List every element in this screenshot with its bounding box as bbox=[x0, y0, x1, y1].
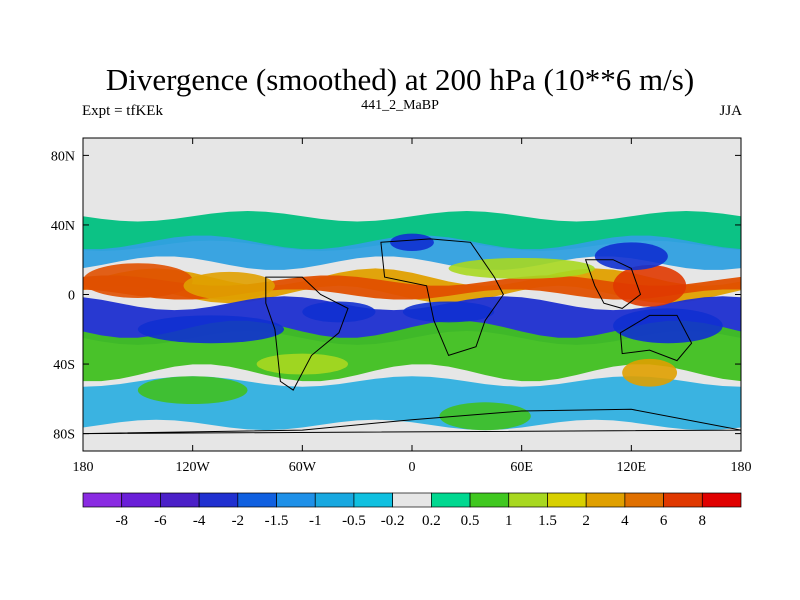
colorbar-label: -0.5 bbox=[342, 513, 366, 529]
colorbar-label: -4 bbox=[193, 513, 206, 529]
x-tick-label: 0 bbox=[409, 460, 416, 475]
colorbar-label: 2 bbox=[582, 513, 590, 529]
contour-patch bbox=[137, 315, 285, 344]
contour-patch bbox=[83, 263, 193, 298]
x-tick-label: 180 bbox=[731, 460, 752, 475]
colorbar-label: 1 bbox=[505, 513, 513, 529]
x-tick-label: 120W bbox=[176, 460, 211, 475]
colorbar-swatch bbox=[392, 492, 432, 508]
x-tick-label: 60W bbox=[289, 460, 317, 475]
coastline bbox=[619, 314, 693, 362]
colorbar-swatch bbox=[237, 492, 277, 508]
contour-patch bbox=[622, 358, 678, 387]
y-tick-label: 40N bbox=[51, 219, 75, 234]
colorbar-label: 0.2 bbox=[422, 513, 441, 529]
band-equatorial-blue bbox=[83, 296, 741, 345]
colorbar-swatch bbox=[508, 492, 548, 508]
band-south-cyan bbox=[83, 376, 741, 431]
x-tick-label: 120E bbox=[617, 460, 647, 475]
contour-patch bbox=[402, 301, 495, 323]
colorbar: -8 -6 -4 -2 -1.5 -1 -0.5 -0.2 0.2 0.5 1 1.5 2 4 6 8 bbox=[82, 492, 742, 529]
contour-patch bbox=[613, 264, 687, 307]
contour-patch bbox=[613, 308, 723, 344]
colorbar-swatch bbox=[469, 492, 510, 508]
y-tick-label: 80S bbox=[53, 428, 75, 443]
colorbar-label: 4 bbox=[621, 513, 629, 529]
colorbar-swatch bbox=[198, 492, 239, 508]
colorbar-swatch bbox=[547, 492, 587, 508]
coastline bbox=[380, 238, 504, 357]
colorbar-swatch bbox=[121, 492, 161, 508]
run-id-label: 441_2_MaBP bbox=[361, 98, 439, 113]
colorbar-label: -0.2 bbox=[381, 513, 405, 529]
y-tick-label: 0 bbox=[68, 289, 75, 304]
contour-patch bbox=[448, 257, 595, 279]
band-equatorial-red bbox=[83, 275, 741, 300]
colorbar-swatch bbox=[276, 492, 316, 508]
x-tick-label: 180 bbox=[73, 460, 94, 475]
band-north-blue bbox=[83, 235, 741, 270]
divergence-field bbox=[83, 138, 741, 451]
colorbar-label: -1 bbox=[309, 513, 322, 529]
colorbar-label: 0.5 bbox=[461, 513, 480, 529]
colorbar-swatch bbox=[701, 492, 742, 508]
colorbar-label: -6 bbox=[154, 513, 167, 529]
colorbar-label: -1.5 bbox=[265, 513, 289, 529]
colorbar-swatch bbox=[160, 492, 200, 508]
colorbar-swatch bbox=[431, 492, 471, 508]
x-tick-label: 60E bbox=[510, 460, 533, 475]
contour-patch bbox=[594, 242, 668, 271]
contour-patch bbox=[302, 301, 376, 323]
contour-patch bbox=[256, 353, 349, 375]
y-tick-label: 40S bbox=[53, 358, 75, 373]
y-tick-label: 80N bbox=[51, 149, 75, 164]
contour-patch bbox=[137, 376, 248, 405]
colorbar-swatch bbox=[82, 492, 123, 508]
colorbar-swatch bbox=[314, 492, 355, 508]
colorbar-label: -8 bbox=[115, 513, 128, 529]
coastline bbox=[83, 408, 741, 435]
colorbar-swatch bbox=[585, 492, 626, 508]
colorbar-swatch bbox=[663, 492, 703, 508]
colorbar-label: 1.5 bbox=[538, 513, 557, 529]
plot-title: Divergence (smoothed) at 200 hPa (10**6 … bbox=[105, 62, 695, 97]
contour-patch bbox=[439, 402, 531, 431]
experiment-label: Expt = tfKEk bbox=[82, 103, 163, 119]
coastline bbox=[265, 276, 349, 391]
contour-patch bbox=[390, 233, 434, 252]
coastline bbox=[584, 259, 642, 309]
contour-patch bbox=[183, 271, 275, 300]
map-axes: 180 120W 60W 0 60E 120E 180 80N 40N 0 40S 80S bbox=[51, 138, 752, 475]
colorbar-label: -2 bbox=[232, 513, 245, 529]
colorbar-swatch bbox=[353, 492, 393, 508]
land-outline bbox=[83, 238, 741, 435]
colorbar-label: 8 bbox=[699, 513, 707, 529]
colorbar-label: 6 bbox=[660, 513, 668, 529]
colorbar-swatch bbox=[624, 492, 664, 508]
season-label: JJA bbox=[719, 103, 742, 119]
